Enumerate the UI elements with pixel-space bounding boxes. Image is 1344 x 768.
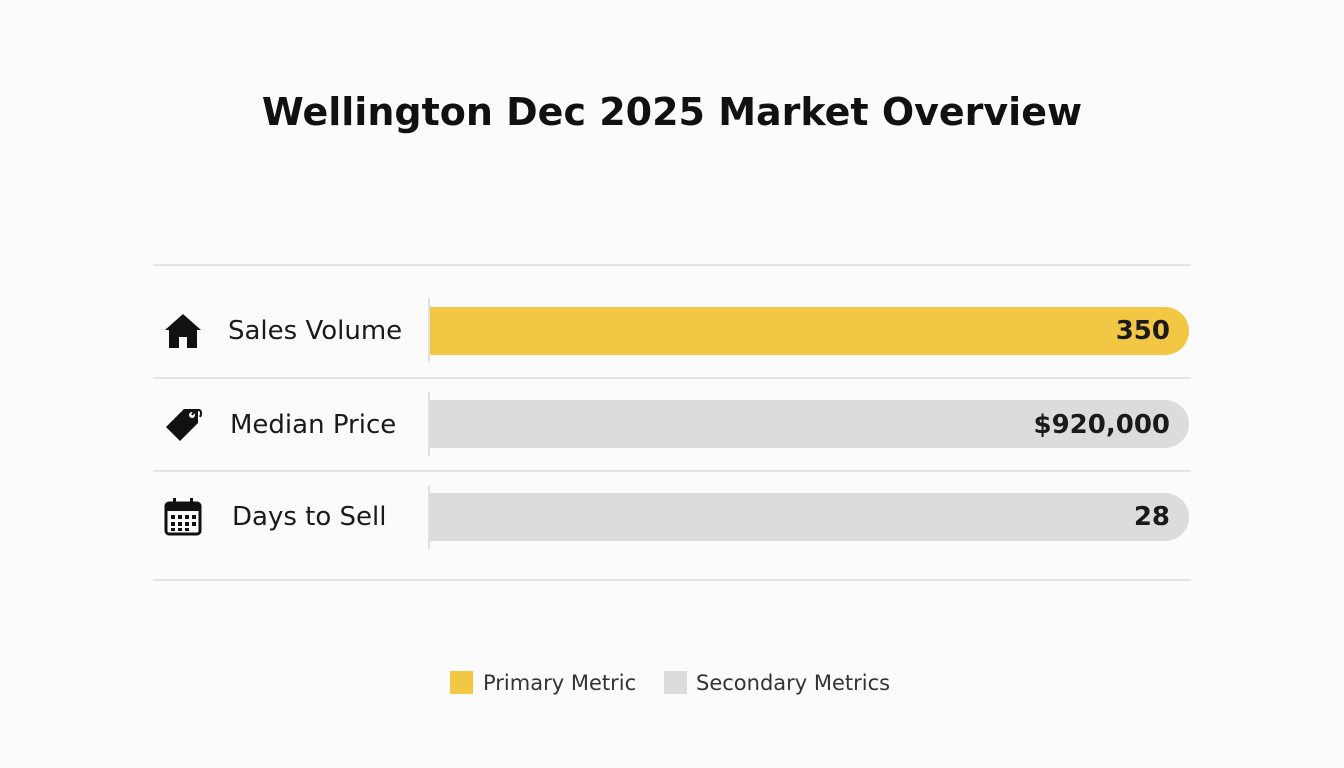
title: Wellington Dec 2025 Market Overview: [261, 90, 1083, 134]
bar: [430, 493, 1189, 541]
divider: [153, 579, 1191, 581]
legend-swatch: [664, 671, 687, 694]
row-value: 350: [1115, 316, 1170, 346]
row-label: Sales Volume: [228, 316, 403, 346]
bar: [430, 307, 1189, 355]
row-label: Days to Sell: [232, 502, 387, 532]
row-divider: [428, 392, 430, 456]
row-value: 28: [1133, 502, 1170, 532]
divider: [153, 264, 1191, 266]
divider: [153, 377, 1191, 379]
tag-icon: [166, 409, 202, 441]
house-icon: [165, 314, 201, 348]
divider: [153, 470, 1191, 472]
row-divider: [428, 485, 430, 549]
row-value: $920,000: [1033, 410, 1170, 440]
bar: [430, 400, 1189, 448]
row-label: Median Price: [230, 410, 397, 440]
legend-label: Primary Metric: [483, 671, 637, 695]
row-divider: [428, 298, 430, 362]
calendar-icon: [164, 498, 202, 536]
legend-label: Secondary Metrics: [696, 671, 891, 695]
legend-swatch: [450, 671, 473, 694]
